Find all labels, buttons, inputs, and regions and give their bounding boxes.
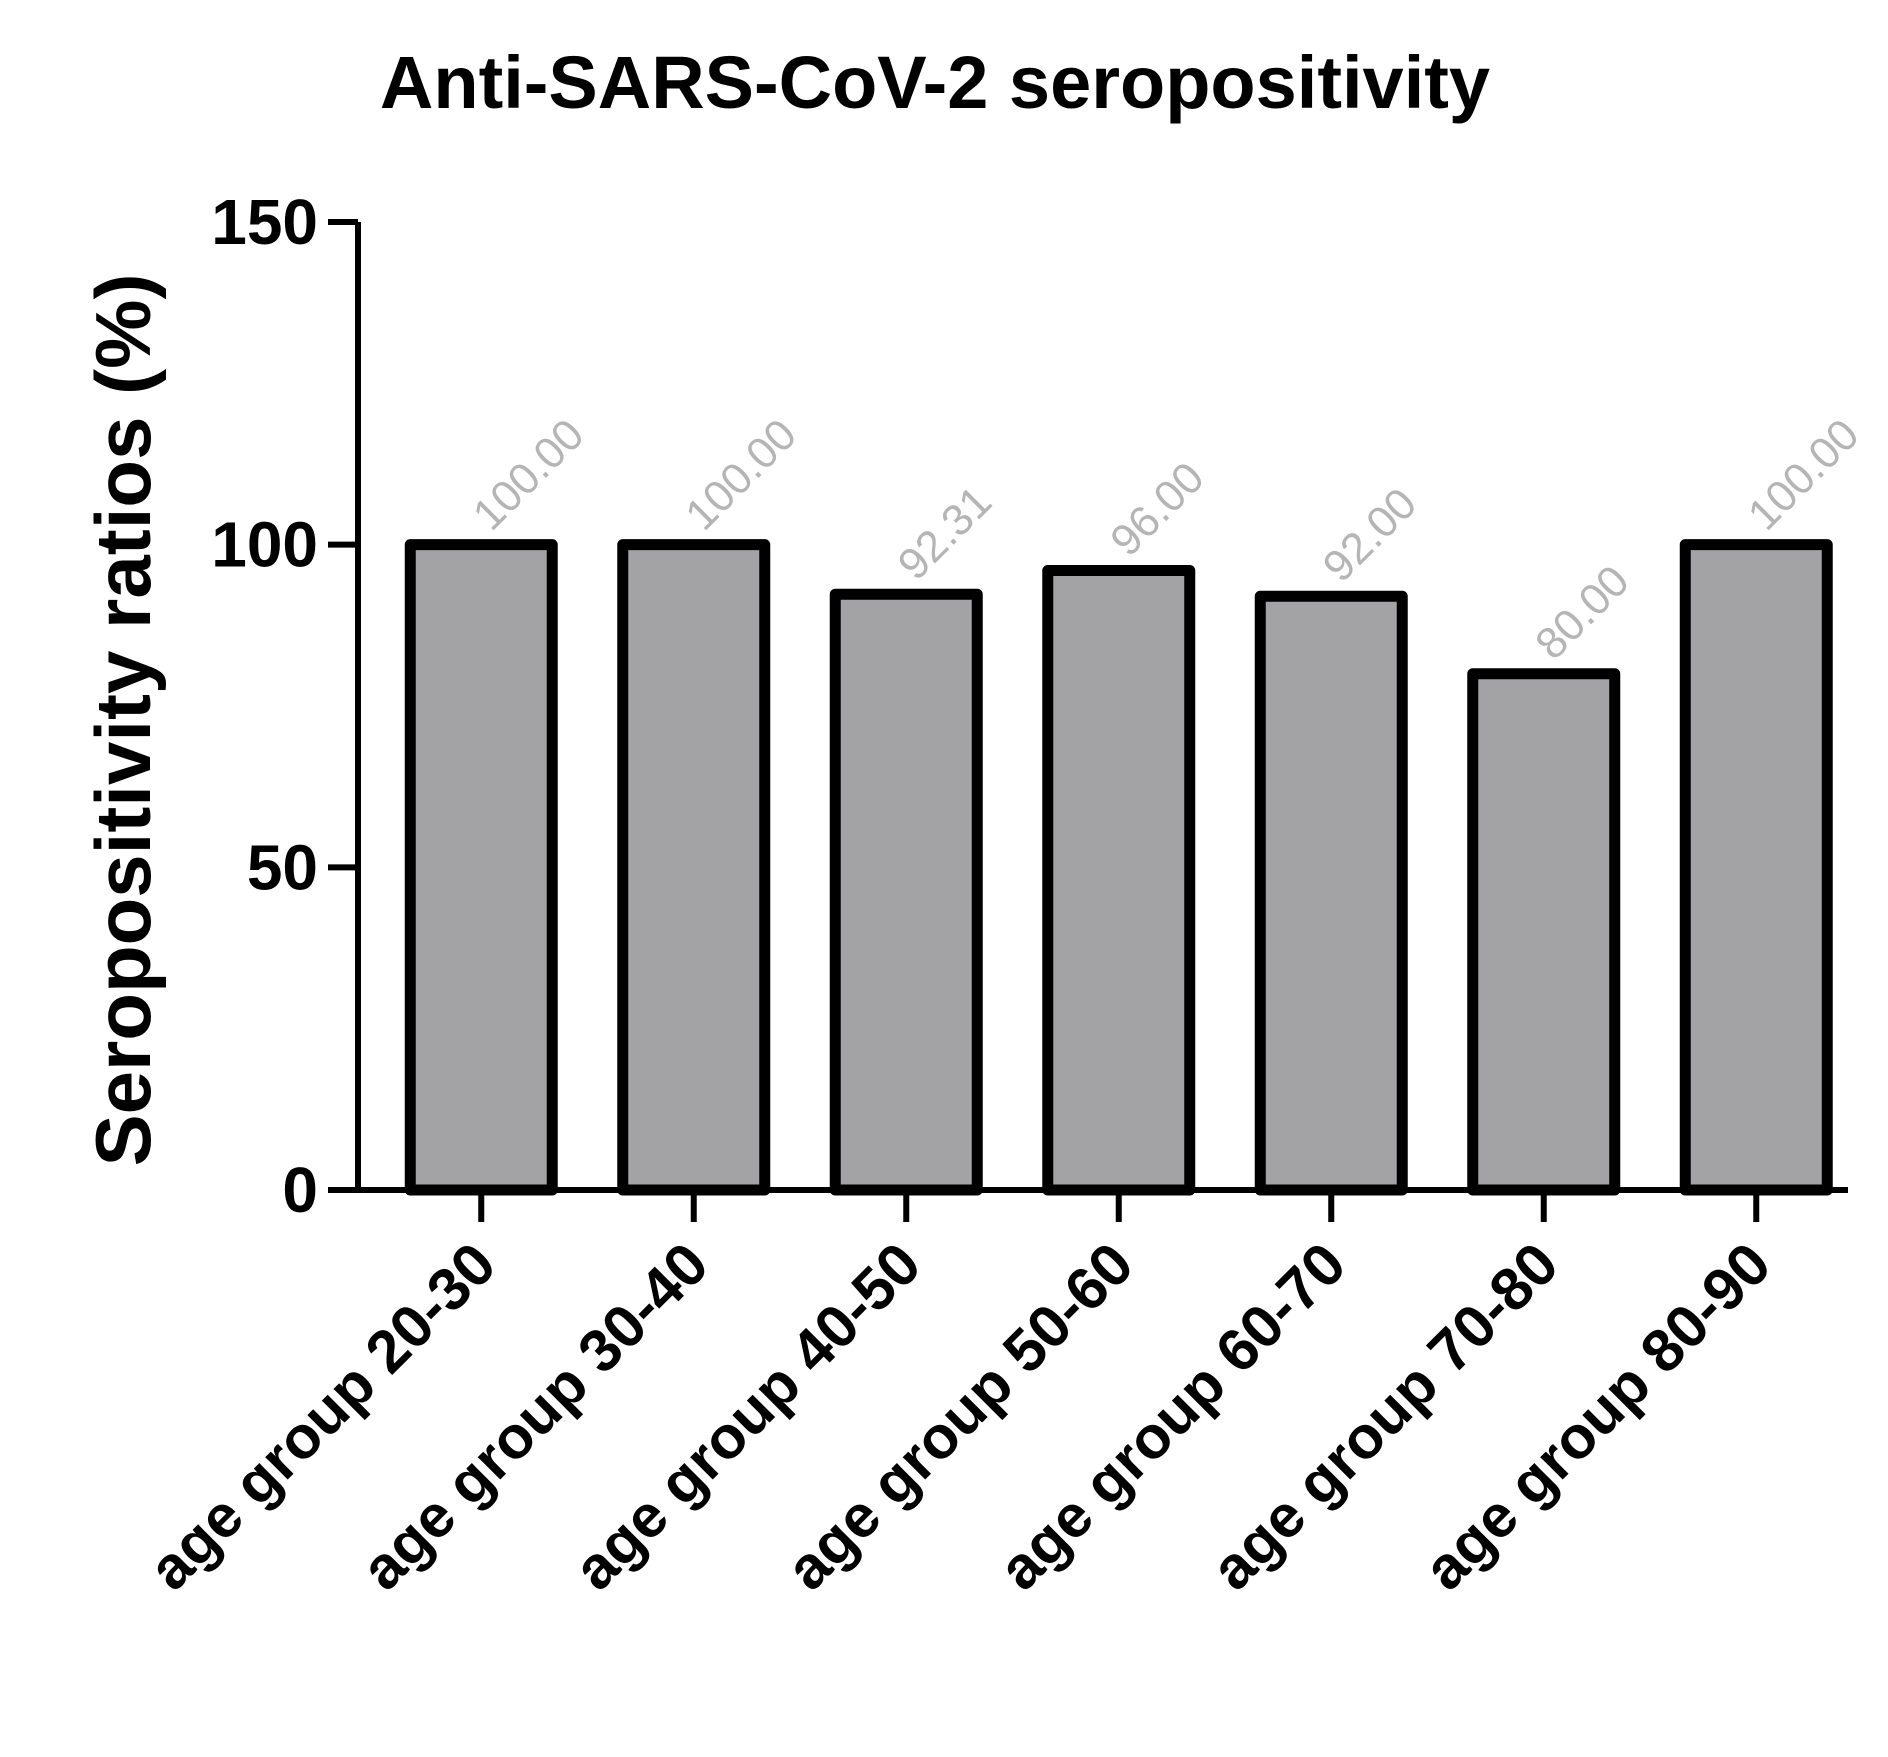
y-tick-label: 150	[211, 186, 318, 258]
bar	[1679, 539, 1833, 1196]
bar	[404, 539, 558, 1196]
y-tick-label: 50	[247, 831, 318, 903]
y-tick-label: 100	[211, 509, 318, 581]
bar-value-label: 80.00	[1526, 556, 1639, 669]
bar-value-label: 100.00	[676, 410, 806, 540]
bar	[617, 539, 771, 1196]
bar-value-label: 100.00	[464, 410, 594, 540]
y-axis-label: Seropositivity ratios (%)	[79, 274, 167, 1167]
bar	[829, 588, 983, 1196]
bar-value-label: 92.31	[889, 477, 1002, 590]
bar-value-label: 100.00	[1739, 410, 1869, 540]
bar	[1042, 564, 1196, 1196]
bar	[1467, 668, 1621, 1196]
y-tick-label: 0	[282, 1154, 318, 1226]
bar-value-label: 92.00	[1314, 479, 1427, 592]
bar	[1254, 590, 1408, 1196]
chart-title: Anti-SARS-CoV-2 seropositivity	[380, 41, 1490, 124]
bar-value-label: 96.00	[1101, 453, 1214, 566]
x-tick-label: age group 20-30	[136, 1230, 509, 1603]
y-axis: 0 50 100 150	[211, 186, 361, 1226]
bars-group	[404, 539, 1833, 1196]
